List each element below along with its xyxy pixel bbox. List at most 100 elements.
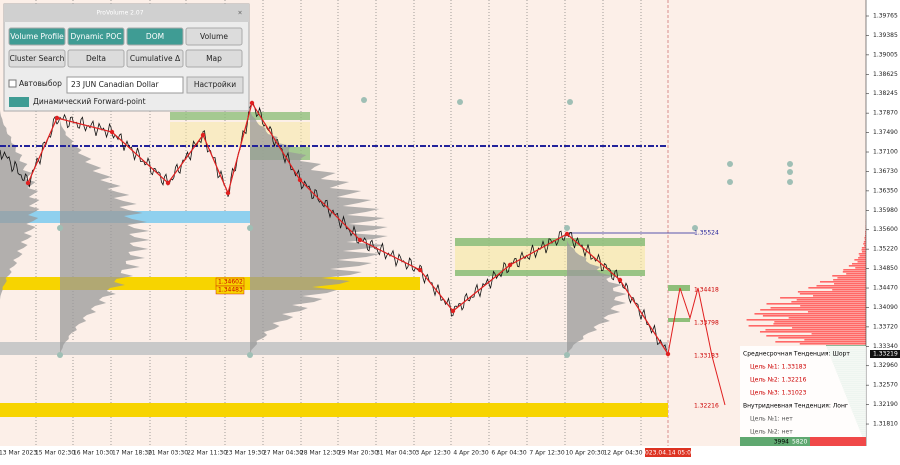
zigzag-point (508, 263, 512, 267)
dom-bar (798, 291, 866, 293)
panel-button-label[interactable]: Volume (200, 32, 228, 41)
dom-bar (832, 275, 866, 277)
level-label: 1.33183 (694, 353, 719, 360)
zigzag-point (618, 278, 622, 282)
dom-bar (797, 299, 866, 301)
price-label: 1.36730 (873, 168, 898, 175)
instrument[interactable]: 23 JUN Canadian Dollar (71, 80, 160, 89)
panel-button-label[interactable]: Map (206, 54, 222, 63)
dom-bar (766, 335, 866, 337)
marker (564, 225, 570, 231)
dom-bar (774, 321, 866, 323)
dom-bar (808, 287, 866, 289)
price-label: 1.39385 (873, 32, 898, 39)
dom-bar (766, 303, 866, 305)
time-label: 28 Mar 12:30 (300, 450, 340, 457)
dom-bar (800, 305, 866, 307)
dom-bar (760, 309, 866, 311)
settings-label[interactable]: Настройки (194, 80, 236, 89)
trend-text: Цель №3: 1.31023 (750, 390, 807, 397)
price-label: 1.34470 (873, 285, 898, 292)
zigzag-point (298, 178, 302, 182)
zigzag-point (110, 130, 114, 134)
dom-bar (778, 337, 866, 339)
dom-bar (855, 267, 866, 269)
price-label: 1.32960 (873, 362, 898, 369)
dom-bar (817, 285, 866, 287)
dom-bar (862, 251, 866, 253)
dom-bar (820, 281, 866, 283)
time-label: 7 Apr 12:30 (529, 450, 564, 457)
zigzag-point (451, 309, 455, 313)
band-zone (170, 122, 310, 147)
time-label: 16 Mar 10:30 (73, 450, 113, 457)
trend-text: Цель №1: 1.33183 (750, 364, 807, 371)
band-yellow (0, 403, 668, 417)
marker (457, 99, 463, 105)
checkbox[interactable] (9, 80, 16, 87)
time-label: 15 Mar 02:30 (35, 450, 75, 457)
forward-toggle[interactable] (9, 97, 29, 107)
price-label: 1.36350 (873, 187, 898, 194)
checkbox-label: Автовыбор (19, 79, 62, 88)
marker (57, 225, 63, 231)
dom-bar (864, 241, 866, 243)
zigzag-point (418, 268, 422, 272)
dom-bar (808, 311, 866, 313)
time-label: 3 Apr 12:30 (415, 450, 450, 457)
zigzag-point (226, 191, 230, 195)
panel-button-label[interactable]: Cluster Search (10, 54, 65, 63)
marker (57, 352, 63, 358)
marker (787, 169, 793, 175)
time-label: 6 Apr 04:30 (491, 450, 526, 457)
price-label: 1.35600 (873, 226, 898, 233)
dom-bar (792, 327, 866, 329)
dom-bar (800, 293, 866, 295)
dom-bar (858, 261, 866, 263)
band-green (170, 112, 310, 120)
panel-button-label[interactable]: Cumulative Δ (130, 54, 181, 63)
time-label: 13 Mar 2023 (0, 450, 37, 457)
dom-bar (833, 279, 866, 281)
price-label: 1.32190 (873, 401, 898, 408)
marker (567, 99, 573, 105)
panel-button-label[interactable]: Dynamic POC (70, 32, 121, 41)
dom-bar (773, 323, 866, 325)
close[interactable]: × (237, 10, 242, 17)
marker (247, 225, 253, 231)
dom-bar (849, 265, 866, 267)
dom-bar (804, 339, 866, 341)
dom-bar (862, 247, 866, 249)
dom-bar (859, 253, 866, 255)
price-label: 1.39005 (873, 51, 898, 58)
dom-bar (760, 331, 866, 333)
sell-bar (810, 437, 866, 446)
time-label: 31 Mar 04:30 (376, 450, 416, 457)
price-label: 1.32570 (873, 382, 898, 389)
zigzag-point (55, 116, 59, 120)
panel-button-label[interactable]: Delta (86, 54, 106, 63)
panel-button-label[interactable]: DOM (146, 32, 164, 41)
dom-bar (860, 255, 866, 257)
dom-bar (800, 343, 866, 345)
sell-volume: 5820 (792, 439, 807, 446)
price-label: 1.35980 (873, 207, 898, 214)
zigzag-point (26, 181, 30, 185)
dom-bar (812, 333, 866, 335)
panel-button-label[interactable]: Volume Profile (10, 32, 64, 41)
level-label: 1.32216 (694, 403, 719, 410)
zigzag-point (565, 232, 569, 236)
dom-bar (775, 341, 866, 343)
time-label: 29 Mar 20:30 (338, 450, 378, 457)
time-label: 17 Mar 18:30 (112, 450, 152, 457)
price-label: 1.34090 (873, 304, 898, 311)
level-label: 1.34483 (218, 287, 243, 294)
time-label: 21 Mar 03:30 (148, 450, 188, 457)
price-label: 1.34850 (873, 265, 898, 272)
dom-bar (837, 277, 866, 279)
dom-bar (852, 263, 866, 265)
price-label: 1.35220 (873, 246, 898, 253)
trend-text: Среднесрочная Тенденция: Шорт (743, 351, 850, 358)
dom-bar (846, 273, 866, 275)
